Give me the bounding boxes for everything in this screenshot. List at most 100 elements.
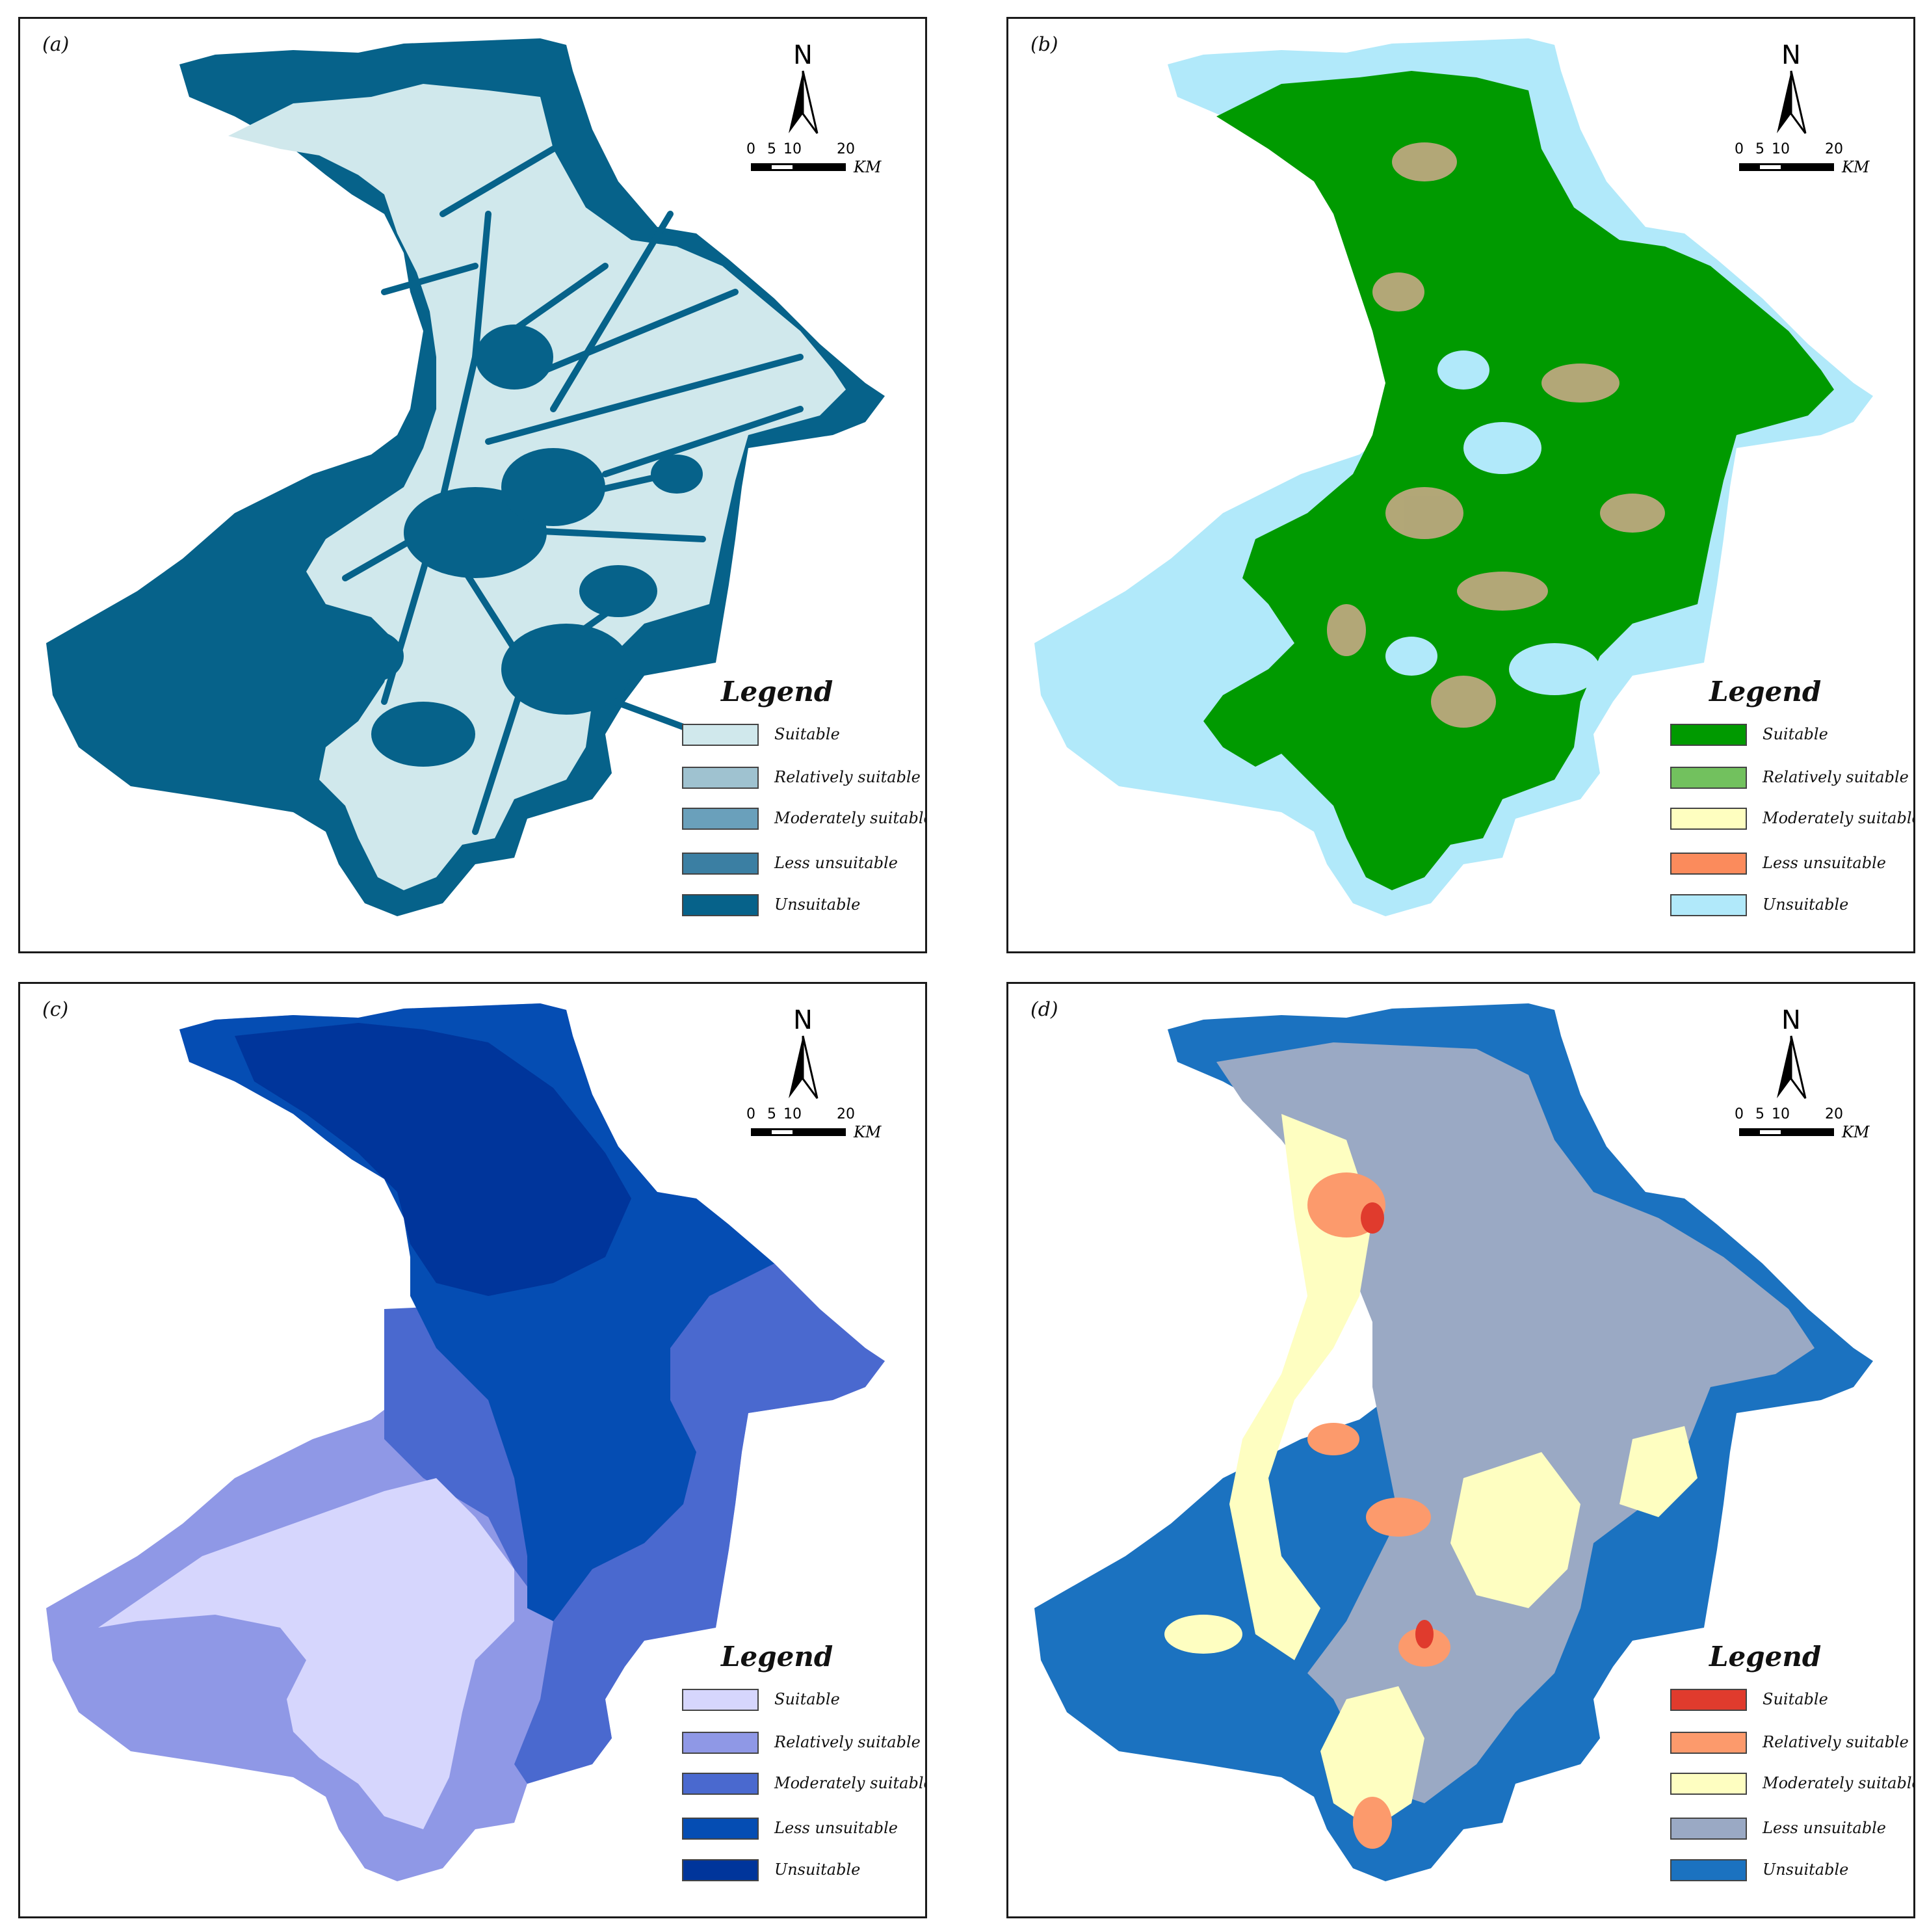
region-less-unsuitable xyxy=(179,1003,774,1621)
legend-label: Relatively suitable xyxy=(1763,768,1909,786)
legend-item: Suitable xyxy=(682,724,925,750)
legend-swatch xyxy=(682,1859,759,1881)
scale-tick: 5 xyxy=(1755,1106,1764,1122)
scale-tick: 5 xyxy=(1755,141,1764,157)
legend-item: Suitable xyxy=(1670,1689,1913,1715)
legend-swatch xyxy=(1670,1859,1747,1881)
map-panel-c: (c) N 0 5 10 20 KM Legend Suitable Relat… xyxy=(18,982,927,1918)
north-arrow-icon xyxy=(1777,70,1807,134)
legend-swatch xyxy=(682,1773,759,1795)
suitability-map-d xyxy=(1034,1003,1873,1881)
moderately-suitable-patches xyxy=(1164,1114,1698,1829)
legend-label: Moderately suitable xyxy=(1763,809,1915,827)
panel-label: (a) xyxy=(42,33,70,56)
north-arrow: N xyxy=(1752,1007,1830,1105)
legend-label: Moderately suitable xyxy=(774,809,927,827)
legend-item: Unsuitable xyxy=(1670,1859,1913,1885)
suitability-map-b xyxy=(1034,38,1873,916)
scale-bar: 0 5 10 20 KM xyxy=(1730,141,1880,180)
legend-label: Suitable xyxy=(774,725,840,743)
legend-item: Suitable xyxy=(1670,724,1913,750)
legend-label: Less unsuitable xyxy=(774,1819,898,1837)
scale-tick: 0 xyxy=(746,1106,755,1122)
map-panel-d: (d) N 0 5 10 20 KM Legend Suitable Relat… xyxy=(1006,982,1915,1918)
legend-swatch xyxy=(682,1689,759,1711)
scale-tick: 20 xyxy=(837,141,855,157)
scale-tick: 10 xyxy=(1772,141,1790,157)
legend-label: Less unsuitable xyxy=(1763,854,1886,872)
north-arrow: N xyxy=(1752,42,1830,140)
legend-item: Relatively suitable xyxy=(1670,767,1913,793)
legend: Legend Suitable Relatively suitable Mode… xyxy=(682,676,927,929)
legend-label: Unsuitable xyxy=(1763,1860,1849,1879)
scale-tick: 20 xyxy=(837,1106,855,1122)
legend-item: Unsuitable xyxy=(682,894,925,920)
legend-title: Legend xyxy=(1709,676,1822,708)
panel-label: (b) xyxy=(1030,33,1058,56)
north-arrow-icon xyxy=(789,70,819,134)
legend-label: Unsuitable xyxy=(774,1860,861,1879)
legend-swatch xyxy=(682,1818,759,1840)
legend-item: Moderately suitable xyxy=(1670,808,1915,834)
scale-bar-graphic xyxy=(751,163,846,171)
north-arrow: N xyxy=(764,1007,842,1105)
mixed-land-texture xyxy=(1327,142,1665,728)
scale-tick: 5 xyxy=(767,1106,776,1122)
legend-label: Moderately suitable xyxy=(774,1774,927,1792)
scale-tick: 0 xyxy=(1735,1106,1744,1122)
legend-item: Relatively suitable xyxy=(682,1732,925,1758)
legend-item: Relatively suitable xyxy=(1670,1732,1913,1758)
region-unsuitable xyxy=(235,1023,631,1296)
legend-item: Less unsuitable xyxy=(682,1818,925,1844)
scale-tick: 5 xyxy=(767,141,776,157)
legend-label: Relatively suitable xyxy=(774,1733,921,1751)
north-letter: N xyxy=(793,1005,813,1035)
legend-item: Suitable xyxy=(682,1689,925,1715)
north-letter: N xyxy=(1781,40,1801,70)
water-bodies xyxy=(1385,351,1600,695)
legend-title: Legend xyxy=(721,1641,833,1673)
legend-swatch xyxy=(682,894,759,916)
region-suitable xyxy=(98,1478,514,1829)
legend-swatch xyxy=(1670,808,1747,830)
legend-swatch xyxy=(682,853,759,875)
scale-tick: 10 xyxy=(1772,1106,1790,1122)
north-arrow-icon xyxy=(789,1035,819,1099)
legend-swatch xyxy=(1670,1689,1747,1711)
legend-item: Moderately suitable xyxy=(1670,1773,1915,1799)
legend-item: Less unsuitable xyxy=(682,853,925,879)
suitability-map-c xyxy=(46,1003,885,1881)
legend-swatch xyxy=(682,808,759,830)
north-letter: N xyxy=(793,40,813,70)
scale-bar: 0 5 10 20 KM xyxy=(742,1106,891,1145)
scale-unit: KM xyxy=(1842,158,1870,176)
legend: Legend Suitable Relatively suitable Mode… xyxy=(682,1641,927,1894)
legend-swatch xyxy=(1670,894,1747,916)
legend-label: Moderately suitable xyxy=(1763,1774,1915,1792)
panel-label: (c) xyxy=(42,998,69,1021)
legend-item: Less unsuitable xyxy=(1670,1818,1913,1844)
legend-label: Less unsuitable xyxy=(774,854,898,872)
north-letter: N xyxy=(1781,1005,1801,1035)
legend-title: Legend xyxy=(1709,1641,1822,1673)
urban-patches xyxy=(339,324,703,767)
legend: Legend Suitable Relatively suitable Mode… xyxy=(1670,1641,1915,1894)
legend-label: Relatively suitable xyxy=(774,768,921,786)
map-panel-b: (b) N 0 5 10 20 KM Legend Suitable Relat… xyxy=(1006,17,1915,953)
scale-tick: 0 xyxy=(746,141,755,157)
scale-unit: KM xyxy=(1842,1123,1870,1141)
scale-tick: 10 xyxy=(783,141,802,157)
scale-tick: 20 xyxy=(1825,141,1843,157)
legend-swatch xyxy=(1670,853,1747,875)
legend-label: Suitable xyxy=(1763,725,1828,743)
north-arrow: N xyxy=(764,42,842,140)
legend-swatch xyxy=(1670,1773,1747,1795)
scale-tick: 0 xyxy=(1735,141,1744,157)
scale-tick: 10 xyxy=(783,1106,802,1122)
scale-tick: 20 xyxy=(1825,1106,1843,1122)
legend-swatch xyxy=(1670,767,1747,789)
scale-bar-graphic xyxy=(1739,1128,1834,1136)
scale-unit: KM xyxy=(854,158,882,176)
legend-item: Less unsuitable xyxy=(1670,853,1913,879)
panel-label: (d) xyxy=(1030,998,1058,1021)
